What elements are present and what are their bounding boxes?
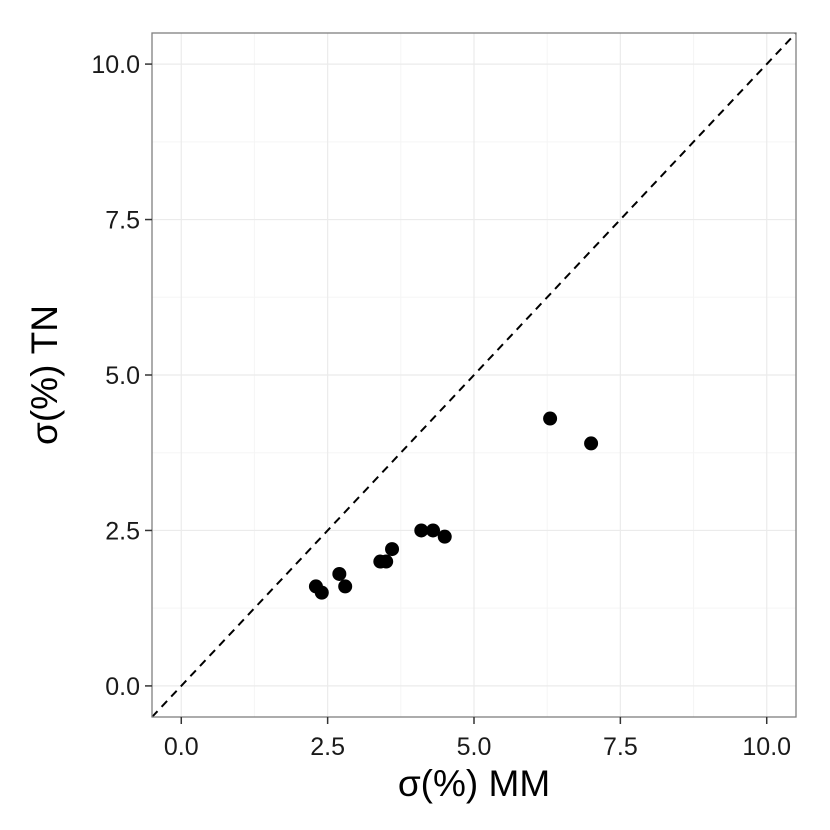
y-axis-ticks: 0.0 2.5 5.0 7.5 10.0 (91, 51, 152, 701)
data-point (385, 542, 400, 557)
y-tick-label: 5.0 (105, 362, 140, 390)
y-axis-title: σ(%) TN (24, 305, 65, 445)
x-tick-label: 5.0 (457, 733, 492, 761)
y-tick-label: 2.5 (105, 517, 140, 545)
data-point (338, 579, 353, 594)
data-point (332, 566, 347, 581)
x-axis-ticks: 0.0 2.5 5.0 7.5 10.0 (164, 717, 791, 761)
reference-line-layer (151, 32, 797, 718)
x-tick-label: 0.0 (164, 733, 199, 761)
data-point (379, 554, 394, 569)
x-axis-title: σ(%) MM (398, 763, 550, 804)
y-tick-label: 10.0 (91, 51, 140, 79)
y-tick-label: 0.0 (105, 673, 140, 701)
data-point (584, 436, 599, 451)
x-tick-label: 2.5 (310, 733, 345, 761)
x-tick-label: 7.5 (603, 733, 638, 761)
points-layer (308, 411, 599, 600)
data-point (543, 411, 558, 426)
identity-reference-line (151, 32, 797, 718)
data-point (314, 585, 329, 600)
x-tick-label: 10.0 (742, 733, 791, 761)
data-point (414, 523, 429, 538)
grid-layer (152, 33, 796, 717)
data-point (437, 529, 452, 544)
data-point (426, 523, 441, 538)
y-tick-label: 7.5 (105, 207, 140, 235)
